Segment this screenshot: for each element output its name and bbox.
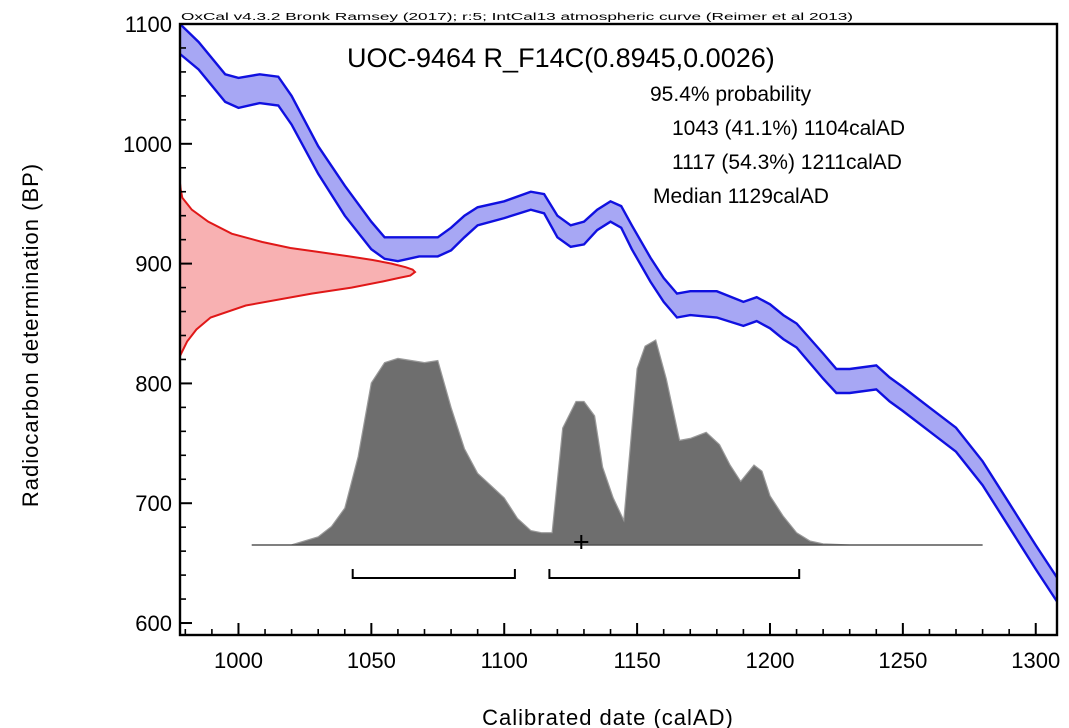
y-tick-label-1100: 1100 [125, 12, 172, 37]
axis-ticks: 1000 1050 1100 1150 1200 1250 1300 600 700 800 900… [123, 12, 1060, 673]
calibration-band [180, 24, 1057, 602]
calibration-curve-upper [180, 24, 1057, 579]
x-tick-label-1200: 1200 [746, 648, 795, 673]
range-bracket-1 [351, 569, 516, 579]
probability-label: 95.4% probability [650, 83, 812, 106]
plot-frame [178, 22, 1059, 637]
measurement-distribution [180, 183, 417, 357]
range-label-1: 1043 (41.1%) 1104calAD [672, 117, 905, 140]
posterior-distribution [251, 339, 983, 546]
range-bracket-2 [548, 569, 801, 579]
range-label-2: 1117 (54.3%) 1211calAD [672, 151, 902, 174]
y-tick-label-900: 900 [135, 252, 172, 277]
chart-header: OxCal v4.3.2 Bronk Ramsey (2017); r:5; I… [181, 12, 853, 23]
plot-content [180, 24, 1057, 603]
x-tick-label-1300: 1300 [1011, 648, 1060, 673]
x-axis-title: Calibrated date (calAD) [482, 705, 734, 728]
calibration-curve-lower [180, 53, 1057, 603]
y-tick-label-1000: 1000 [123, 132, 172, 157]
x-tick-label-1050: 1050 [347, 648, 396, 673]
sample-title: UOC-9464 R_F14C(0.8945,0.0026) [347, 43, 775, 73]
y-tick-label-600: 600 [135, 611, 172, 636]
y-tick-label-800: 800 [135, 371, 172, 396]
plot-area [180, 24, 1057, 603]
y-tick-label-700: 700 [135, 491, 172, 516]
x-tick-label-1000: 1000 [214, 648, 263, 673]
x-tick-label-1250: 1250 [878, 648, 927, 673]
x-tick-label-1150: 1150 [613, 648, 660, 673]
x-tick-label-1100: 1100 [481, 648, 528, 673]
median-label: Median 1129calAD [653, 185, 829, 208]
y-axis-title: Radiocarbon determination (BP) [18, 163, 43, 507]
